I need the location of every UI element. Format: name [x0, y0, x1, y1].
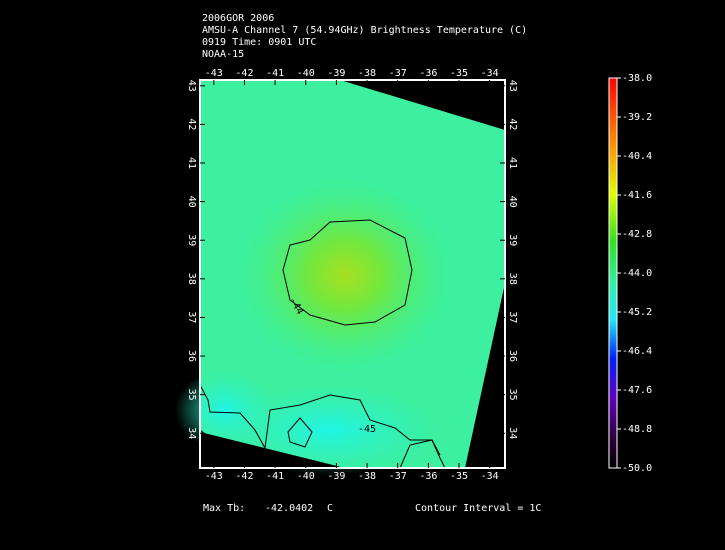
- colorbar-tick-label: -44.0: [622, 268, 652, 279]
- warm-core: [235, 175, 455, 375]
- y-tick-label: 43: [507, 80, 518, 92]
- title-block: 2006GOR 2006 AMSU-A Channel 7 (54.94GHz)…: [202, 13, 527, 60]
- x-tick-label: -39: [327, 68, 345, 79]
- x-tick-label: -38: [358, 471, 376, 482]
- contour: [199, 429, 231, 443]
- x-tick-label: -36: [419, 471, 437, 482]
- x-tick-label: -40: [297, 471, 315, 482]
- colorbar-tick-label: -38.0: [622, 73, 652, 84]
- y-tick-label: 40: [186, 196, 197, 208]
- y-tick-label: 38: [507, 273, 518, 285]
- x-tick-label: -42: [235, 68, 253, 79]
- contour-label: -45: [358, 424, 376, 435]
- y-tick-label: 41: [507, 157, 518, 169]
- contour: [199, 384, 441, 456]
- colorbar-tick-label: -48.8: [622, 424, 652, 435]
- footer-value: -42.0402: [265, 503, 313, 514]
- colorbar-tick-label: -40.4: [622, 151, 652, 162]
- colorbar-tick-label: -39.2: [622, 112, 652, 123]
- contour: [287, 417, 313, 448]
- x-tick-label: -38: [358, 68, 376, 79]
- x-tick-label: -37: [389, 471, 407, 482]
- x-tick-label: -36: [419, 68, 437, 79]
- field: -44 -45: [175, 80, 505, 475]
- footer-unit: C: [327, 503, 333, 514]
- x-tick-label: -35: [450, 68, 468, 79]
- contour: [399, 439, 446, 469]
- x-tick-label: -35: [450, 471, 468, 482]
- x-tick-label: -40: [297, 68, 315, 79]
- y-tick-label: 36: [507, 350, 518, 362]
- y-tick-label: 35: [507, 389, 518, 401]
- no-data: [340, 80, 505, 130]
- footer-note: Contour Interval = 1C: [415, 503, 541, 514]
- no-data: [465, 283, 505, 468]
- colorbar-tick-label: -47.6: [622, 385, 652, 396]
- x-tick-label: -34: [481, 471, 499, 482]
- no-data: [200, 432, 345, 468]
- y-tick-label: 39: [507, 234, 518, 246]
- x-tick-label: -43: [205, 68, 223, 79]
- footer-label: Max Tb:: [203, 503, 245, 514]
- colorbar-tick-label: -45.2: [622, 307, 652, 318]
- y-tick-label: 39: [186, 234, 197, 246]
- colorbar-tick-label: -42.8: [622, 229, 652, 240]
- y-tick-label: 42: [186, 118, 197, 130]
- colorbar: [608, 77, 618, 469]
- footer: Max Tb: -42.0402 C Contour Interval = 1C: [203, 503, 541, 514]
- y-tick-label: 43: [186, 80, 197, 92]
- title-line: NOAA-15: [202, 49, 244, 60]
- x-tick-label: -43: [205, 471, 223, 482]
- x-tick-label: -42: [235, 471, 253, 482]
- x-tick-label: -41: [266, 471, 284, 482]
- y-tick-label: 41: [186, 157, 197, 169]
- x-tick-label: -39: [327, 471, 345, 482]
- colorbar-tick-label: -50.0: [622, 463, 652, 474]
- x-tick-label: -34: [481, 68, 499, 79]
- y-tick-label: 38: [186, 273, 197, 285]
- title-line: 0919 Time: 0901 UTC: [202, 37, 316, 48]
- y-tick-label: 40: [507, 196, 518, 208]
- y-tick-label: 42: [507, 118, 518, 130]
- y-tick-label: 36: [186, 350, 197, 362]
- map-frame: [199, 79, 506, 469]
- contour: [282, 219, 413, 326]
- x-tick-label: -41: [266, 68, 284, 79]
- y-tick-label: 34: [186, 427, 197, 439]
- y-tick-label: 37: [507, 311, 518, 323]
- y-tick-label: 35: [186, 389, 197, 401]
- y-tick-label: 37: [186, 311, 197, 323]
- y-tick-label: 34: [507, 427, 518, 439]
- title-line: 2006GOR 2006: [202, 13, 274, 24]
- x-tick-label: -37: [389, 68, 407, 79]
- colorbar-tick-label: -46.4: [622, 346, 652, 357]
- title-line: AMSU-A Channel 7 (54.94GHz) Brightness T…: [202, 25, 527, 36]
- colorbar-tick-label: -41.6: [622, 190, 652, 201]
